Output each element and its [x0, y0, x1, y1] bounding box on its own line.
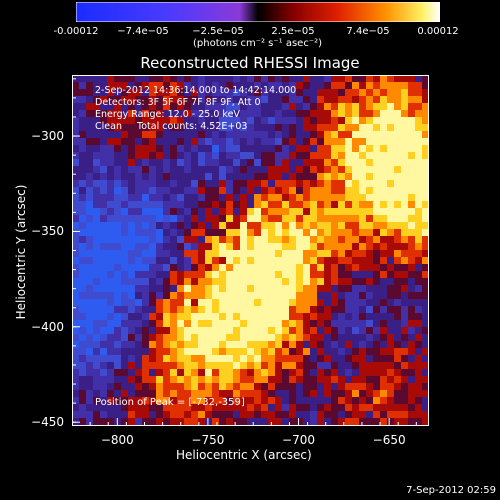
x-tick-label: −700	[282, 433, 315, 447]
time-range-label: 2-Sep-2012 14:36:14.000 to 14:42:14.000	[95, 85, 297, 96]
colorbar-tick-label: -0.00012	[53, 26, 99, 37]
axis-ticks	[72, 78, 417, 426]
y-tick-label: −350	[31, 224, 64, 239]
chart-title: Reconstructed RHESSI Image	[140, 54, 360, 72]
colorbar-tick-label: −2.5e−05	[192, 26, 244, 37]
peak-position-label: Position of Peak = [-732,-359]	[95, 397, 245, 408]
timestamp-footer: 7-Sep-2012 02:59	[406, 485, 496, 496]
x-tick-label: −750	[191, 433, 225, 447]
heatmap-cells	[72, 75, 429, 426]
detectors-label: Detectors: 3F 5F 6F 7F 8F 9F, Att 0	[95, 97, 261, 108]
colorbar-tick-label: 2.5e−05	[271, 26, 315, 37]
colorbar-tick-label: −7.4e−05	[117, 26, 169, 37]
plot-area	[72, 75, 429, 426]
y-tick-label: −450	[31, 415, 64, 430]
colorbar-tick-label: 0.00012	[417, 26, 459, 37]
y-tick-label: −300	[31, 129, 64, 144]
colorbar-tick-label: 7.4e−05	[346, 26, 390, 37]
counts-label: Clean Total counts: 4.52E+03	[95, 121, 248, 132]
colorbar-unit: (photons cm⁻² s⁻¹ asec⁻²)	[192, 38, 323, 49]
x-axis-label: Heliocentric X (arcsec)	[176, 448, 312, 462]
colorbar	[76, 2, 440, 22]
y-tick-label: −400	[31, 319, 64, 334]
x-tick-label: −800	[100, 433, 134, 447]
energy-range-label: Energy Range: 12.0 - 25.0 keV	[95, 109, 240, 120]
x-tick-label: −650	[372, 433, 406, 447]
y-axis-label: Heliocentric Y (arcsec)	[14, 184, 28, 320]
